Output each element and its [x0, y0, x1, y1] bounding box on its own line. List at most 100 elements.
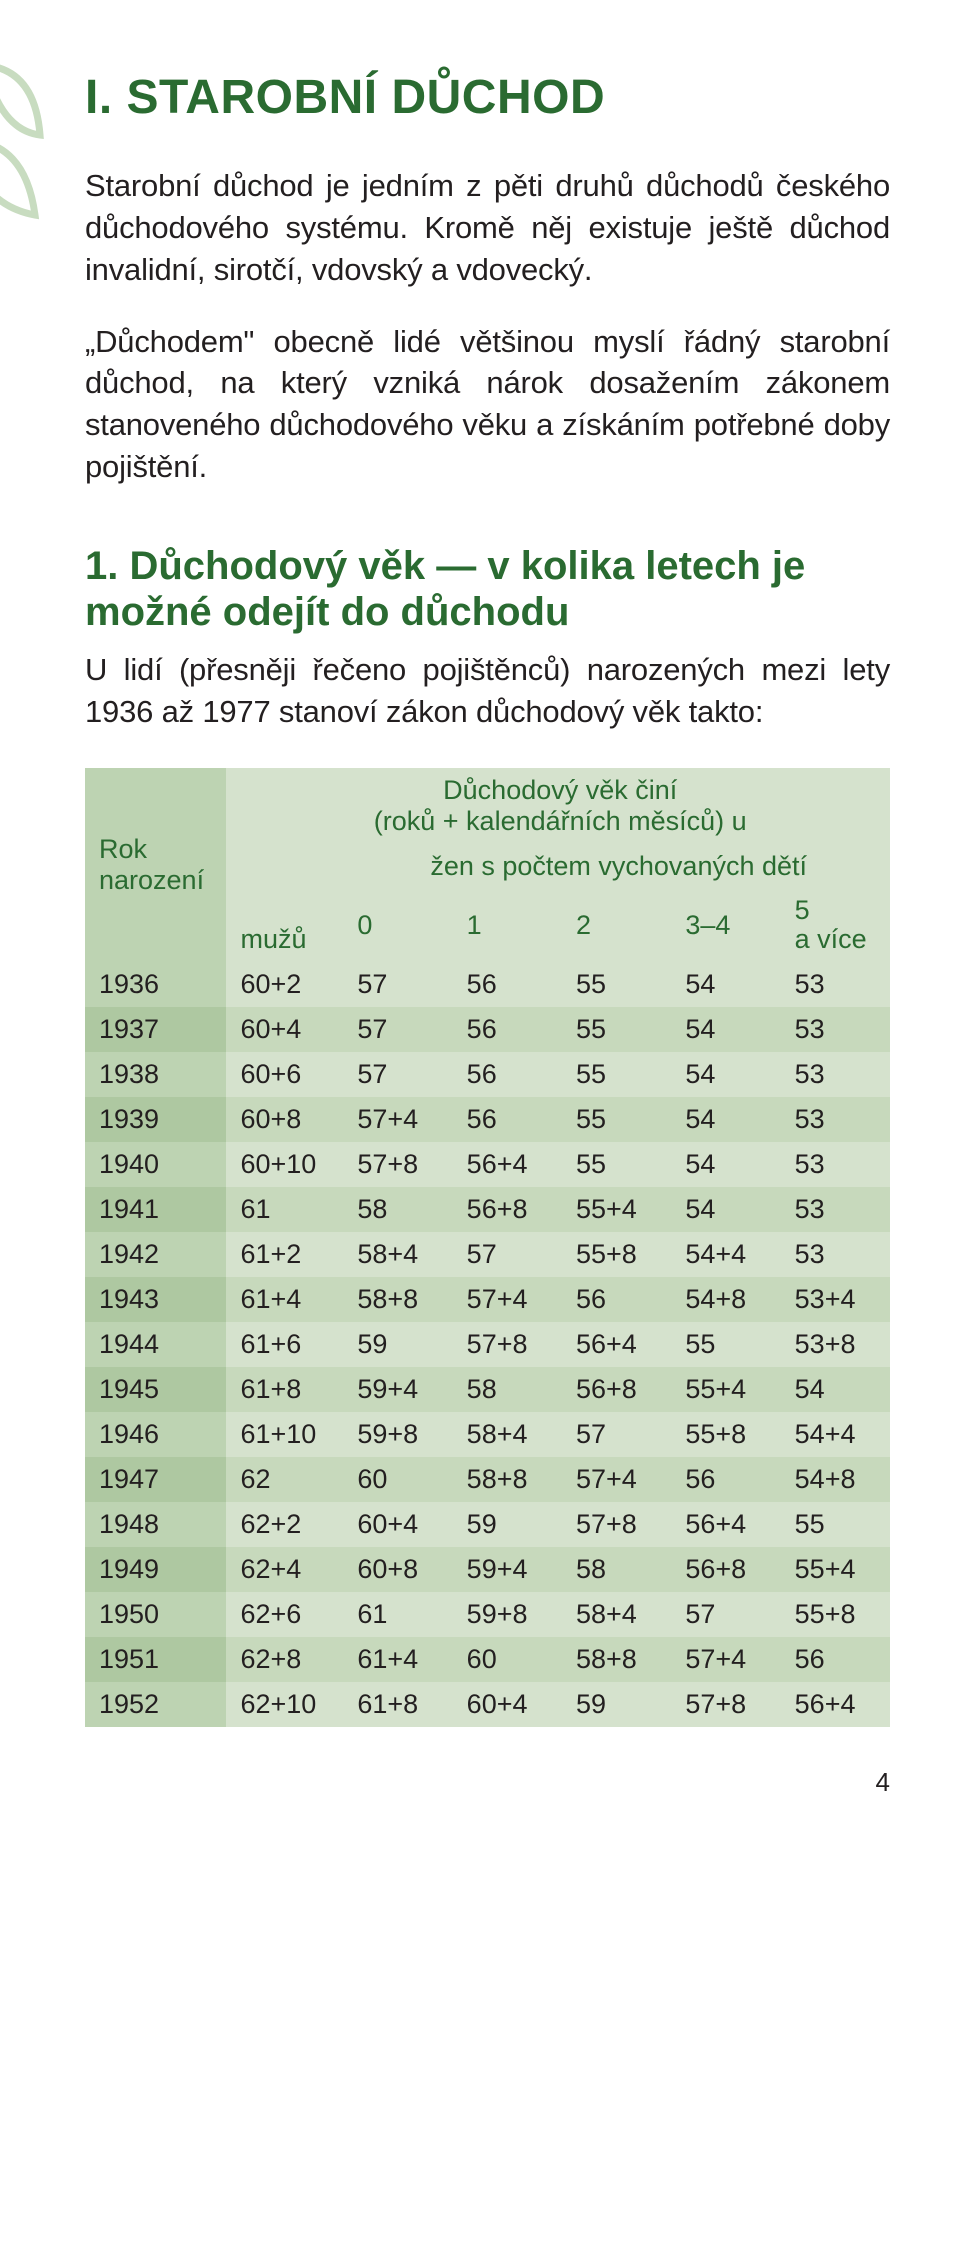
table-row: 194461+65957+856+45553+8	[85, 1322, 890, 1367]
cell-value: 54	[781, 1367, 890, 1412]
cell-value: 57+8	[671, 1682, 780, 1727]
cell-value: 62+8	[226, 1637, 343, 1682]
cell-value: 54	[671, 1142, 780, 1187]
cell-year: 1950	[85, 1592, 226, 1637]
cell-value: 55+4	[562, 1187, 671, 1232]
cell-value: 62	[226, 1457, 343, 1502]
cell-value: 57+4	[562, 1457, 671, 1502]
table-row: 194261+258+45755+854+453	[85, 1232, 890, 1277]
table-row: 193860+65756555453	[85, 1052, 890, 1097]
cell-value: 57	[343, 1052, 452, 1097]
header-col-3-4: 3–4	[671, 889, 780, 962]
cell-value: 53	[781, 1052, 890, 1097]
cell-value: 58+8	[343, 1277, 452, 1322]
section-1-title: 1. Důchodový věk — v kolika letech je mo…	[85, 543, 890, 635]
table-row: 195162+861+46058+857+456	[85, 1637, 890, 1682]
cell-value: 59	[453, 1502, 562, 1547]
cell-value: 61	[343, 1592, 452, 1637]
cell-value: 56+4	[562, 1322, 671, 1367]
cell-value: 61+8	[343, 1682, 452, 1727]
header-col-2: 2	[562, 889, 671, 962]
cell-value: 57+8	[343, 1142, 452, 1187]
cell-value: 61+6	[226, 1322, 343, 1367]
cell-value: 56	[453, 1052, 562, 1097]
cell-value: 59+8	[343, 1412, 452, 1457]
table-row: 194962+460+859+45856+855+4	[85, 1547, 890, 1592]
cell-year: 1943	[85, 1277, 226, 1322]
intro-paragraph-2: „Důchodem" obecně lidé většinou myslí řá…	[85, 321, 890, 488]
cell-value: 55	[562, 1097, 671, 1142]
cell-value: 53	[781, 1232, 890, 1277]
table-row: 194661+1059+858+45755+854+4	[85, 1412, 890, 1457]
cell-value: 56+4	[453, 1142, 562, 1187]
cell-value: 61+4	[226, 1277, 343, 1322]
cell-year: 1948	[85, 1502, 226, 1547]
page-number: 4	[85, 1767, 890, 1798]
cell-value: 54	[671, 1052, 780, 1097]
cell-value: 55	[781, 1502, 890, 1547]
cell-value: 54	[671, 1097, 780, 1142]
cell-value: 58+4	[562, 1592, 671, 1637]
cell-value: 62+4	[226, 1547, 343, 1592]
cell-value: 60	[343, 1457, 452, 1502]
cell-value: 62+6	[226, 1592, 343, 1637]
table-row: 193760+45756555453	[85, 1007, 890, 1052]
cell-year: 1944	[85, 1322, 226, 1367]
cell-value: 53+4	[781, 1277, 890, 1322]
cell-year: 1945	[85, 1367, 226, 1412]
cell-value: 57	[671, 1592, 780, 1637]
cell-year: 1941	[85, 1187, 226, 1232]
cell-value: 57+4	[453, 1277, 562, 1322]
cell-value: 58	[453, 1367, 562, 1412]
cell-value: 54+4	[781, 1412, 890, 1457]
cell-year: 1952	[85, 1682, 226, 1727]
cell-value: 55+8	[781, 1592, 890, 1637]
cell-value: 58+4	[453, 1412, 562, 1457]
cell-value: 55	[671, 1322, 780, 1367]
cell-value: 55	[562, 1052, 671, 1097]
table-row: 195062+66159+858+45755+8	[85, 1592, 890, 1637]
cell-value: 57+4	[671, 1637, 780, 1682]
cell-value: 60+8	[226, 1097, 343, 1142]
cell-value: 60+4	[343, 1502, 452, 1547]
cell-value: 56	[453, 962, 562, 1007]
cell-value: 61+2	[226, 1232, 343, 1277]
cell-value: 56+4	[781, 1682, 890, 1727]
cell-value: 57	[453, 1232, 562, 1277]
cell-value: 58	[343, 1187, 452, 1232]
cell-value: 61+4	[343, 1637, 452, 1682]
cell-value: 56+4	[671, 1502, 780, 1547]
header-col-0: 0	[343, 889, 452, 962]
cell-value: 56+8	[671, 1547, 780, 1592]
cell-value: 56	[453, 1097, 562, 1142]
cell-value: 60+4	[226, 1007, 343, 1052]
cell-value: 60+8	[343, 1547, 452, 1592]
cell-value: 61	[226, 1187, 343, 1232]
cell-value: 56+8	[562, 1367, 671, 1412]
cell-value: 55+4	[781, 1547, 890, 1592]
cell-value: 55	[562, 1007, 671, 1052]
cell-year: 1949	[85, 1547, 226, 1592]
header-men: mužů	[226, 844, 343, 962]
cell-value: 57	[562, 1412, 671, 1457]
cell-value: 59+8	[453, 1592, 562, 1637]
cell-value: 55	[562, 1142, 671, 1187]
table-row: 194060+1057+856+4555453	[85, 1142, 890, 1187]
cell-value: 56	[671, 1457, 780, 1502]
header-col-1: 1	[453, 889, 562, 962]
cell-value: 54	[671, 1007, 780, 1052]
table-body: 193660+25756555453193760+457565554531938…	[85, 962, 890, 1727]
cell-value: 59	[343, 1322, 452, 1367]
cell-value: 54	[671, 962, 780, 1007]
table-row: 1947626058+857+45654+8	[85, 1457, 890, 1502]
cell-year: 1946	[85, 1412, 226, 1457]
table-row: 1941615856+855+45453	[85, 1187, 890, 1232]
cell-value: 56	[453, 1007, 562, 1052]
cell-value: 56	[562, 1277, 671, 1322]
cell-year: 1947	[85, 1457, 226, 1502]
cell-value: 60+6	[226, 1052, 343, 1097]
cell-value: 54+4	[671, 1232, 780, 1277]
cell-value: 53	[781, 1097, 890, 1142]
cell-value: 55+4	[671, 1367, 780, 1412]
cell-value: 54+8	[671, 1277, 780, 1322]
